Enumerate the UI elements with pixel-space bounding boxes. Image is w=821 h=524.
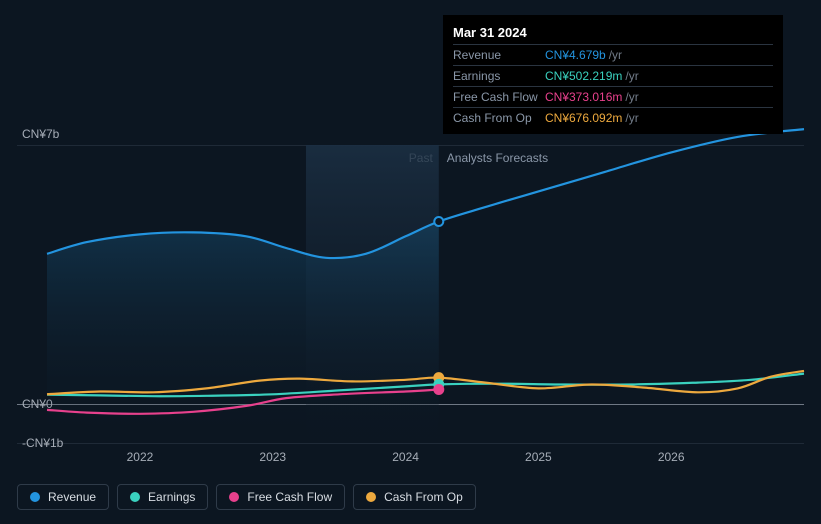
x-tick-label: 2022 [127,450,154,464]
tooltip-row-unit: /yr [609,48,622,62]
legend-swatch [229,492,239,502]
tooltip-row-unit: /yr [625,69,638,83]
legend-item-cfo[interactable]: Cash From Op [353,484,476,510]
legend-item-fcf[interactable]: Free Cash Flow [216,484,345,510]
chart-legend: Revenue Earnings Free Cash Flow Cash From O… [17,484,476,510]
tooltip-row: Cash From OpCN¥676.092m/yr [453,107,773,128]
tooltip-row-value: CN¥676.092m [545,111,622,125]
tooltip-row: Free Cash FlowCN¥373.016m/yr [453,86,773,107]
legend-label: Free Cash Flow [247,490,332,504]
tooltip-title: Mar 31 2024 [453,21,773,44]
x-tick-label: 2023 [259,450,286,464]
x-tick-label: 2025 [525,450,552,464]
tooltip-row-value: CN¥4.679b [545,48,606,62]
fcf-marker [434,385,443,394]
tooltip-row-label: Earnings [453,69,545,83]
tooltip-row-label: Cash From Op [453,111,545,125]
tooltip-row: EarningsCN¥502.219m/yr [453,65,773,86]
legend-label: Cash From Op [384,490,463,504]
legend-swatch [130,492,140,502]
tooltip-row: RevenueCN¥4.679b/yr [453,44,773,65]
legend-swatch [30,492,40,502]
legend-label: Revenue [48,490,96,504]
chart-tooltip: Mar 31 2024 RevenueCN¥4.679b/yrEarningsC… [443,15,783,134]
tooltip-row-label: Free Cash Flow [453,90,545,104]
tooltip-row-value: CN¥373.016m [545,90,622,104]
tooltip-row-unit: /yr [625,111,638,125]
tooltip-row-value: CN¥502.219m [545,69,622,83]
tooltip-row-unit: /yr [625,90,638,104]
revenue-area [47,222,439,444]
revenue-marker [434,217,443,226]
x-tick-label: 2024 [392,450,419,464]
legend-item-earnings[interactable]: Earnings [117,484,208,510]
x-tick-label: 2026 [658,450,685,464]
legend-item-revenue[interactable]: Revenue [17,484,109,510]
financials-chart: CN¥7b CN¥0 -CN¥1b Past Analysts Forecast… [0,0,821,524]
legend-swatch [366,492,376,502]
tooltip-row-label: Revenue [453,48,545,62]
legend-label: Earnings [148,490,195,504]
